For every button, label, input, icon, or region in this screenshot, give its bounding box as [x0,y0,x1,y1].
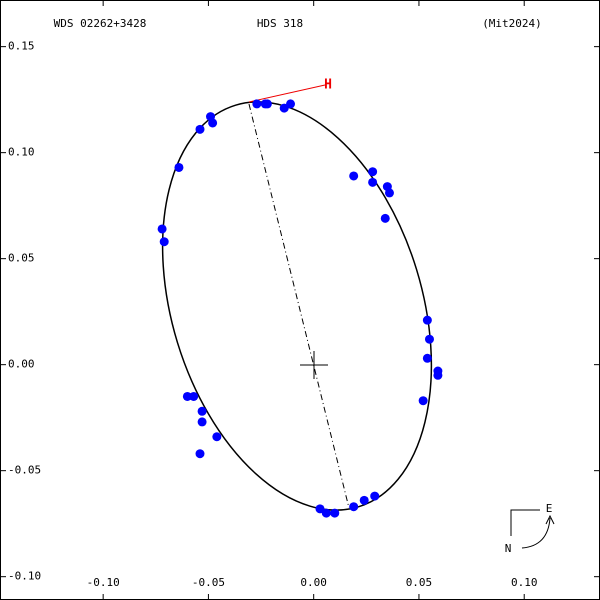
measurement-point [384,188,394,198]
measurement-point [189,391,199,401]
measurement-point [330,508,340,518]
periastron-label: H [324,78,332,93]
compass-arrow-head [545,514,555,525]
measurement-point [418,396,428,406]
measurement-point [370,491,380,501]
measurement-point [174,162,184,172]
measurement-point [212,432,222,442]
orbit [161,101,433,511]
measurement-point [197,406,207,416]
measurement-point [321,508,331,518]
measurement-point [380,213,390,223]
measurement-point [208,118,218,128]
measurement-point [262,99,272,109]
measurement-point [195,449,205,459]
y-tick-label: 0.05 [8,252,35,265]
north-label: N [505,542,512,555]
measurement-point [197,417,207,427]
measurement-point [195,124,205,134]
measurement-point [157,224,167,234]
measurement-point [252,99,262,109]
reference: (Mit2024) [482,17,542,30]
x-tick-label: 0.05 [406,576,433,589]
measurement-point [359,495,369,505]
measurement-point [349,171,359,181]
measurement-point [424,334,434,344]
measurement-point [182,391,192,401]
measurement-point [422,315,432,325]
line-of-apsides [248,103,350,509]
measurement-point [349,502,359,512]
x-tick-label: 0.10 [511,576,538,589]
measurement-point [368,167,378,177]
y-tick-label: 0.00 [8,358,35,371]
east-label: E [546,502,553,515]
y-tick-label: -0.05 [8,464,41,477]
measurement-point [368,177,378,187]
measurement-point [279,103,289,113]
x-tick-label: -0.10 [87,576,120,589]
measurement-point [422,353,432,363]
measurement-point [159,237,169,247]
compass [510,509,540,536]
chart-title: HDS 318 [257,17,303,30]
y-tick-label: 0.10 [8,146,35,159]
y-tick-label: 0.15 [8,40,35,53]
measurement-point [433,370,443,380]
measurement-point [315,504,325,514]
subtitle: WDS 02262+3428 [54,17,147,30]
compass-arrow [521,517,551,549]
y-tick-label: -0.10 [8,570,41,583]
x-tick-label: 0.00 [300,576,327,589]
x-tick-label: -0.05 [192,576,225,589]
measurement-point [286,99,296,109]
periastron-line [248,84,326,103]
